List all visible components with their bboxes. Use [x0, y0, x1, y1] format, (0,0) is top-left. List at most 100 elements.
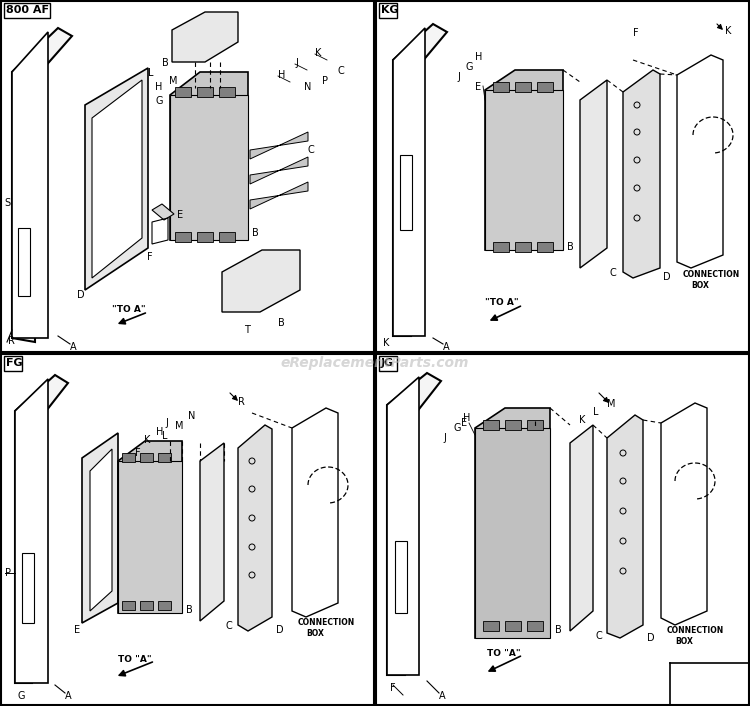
Text: N: N	[304, 82, 311, 92]
Polygon shape	[172, 12, 238, 62]
Text: G: G	[453, 423, 460, 433]
Text: A: A	[439, 691, 446, 701]
Text: CONNECTION: CONNECTION	[683, 270, 740, 279]
Bar	[379, 3, 397, 18]
Text: G: G	[155, 96, 163, 106]
Polygon shape	[12, 28, 72, 342]
Bar	[527, 420, 543, 430]
Text: TO "A": TO "A"	[118, 655, 152, 664]
Bar	[483, 420, 499, 430]
Text: P: P	[322, 76, 328, 86]
Text: L: L	[593, 407, 598, 417]
Polygon shape	[387, 373, 441, 675]
Polygon shape	[118, 441, 182, 613]
Polygon shape	[393, 24, 447, 336]
Polygon shape	[92, 80, 142, 278]
Bar	[18, 228, 30, 296]
Bar	[400, 155, 412, 230]
Text: F: F	[147, 252, 153, 262]
Text: H: H	[463, 413, 470, 423]
Text: C: C	[308, 145, 315, 155]
Text: D: D	[276, 625, 284, 635]
Text: BOX: BOX	[306, 629, 324, 638]
Text: E: E	[177, 210, 183, 220]
Text: eReplacementParts.com: eReplacementParts.com	[280, 356, 470, 370]
Text: F: F	[390, 683, 396, 693]
Text: B: B	[162, 58, 169, 68]
Polygon shape	[200, 443, 224, 621]
Bar	[537, 242, 553, 252]
Bar	[515, 242, 531, 252]
Text: K: K	[144, 435, 150, 445]
Polygon shape	[250, 132, 308, 159]
Text: S: S	[4, 198, 10, 208]
Polygon shape	[387, 377, 419, 675]
Text: J: J	[457, 72, 460, 82]
Text: TO "A": TO "A"	[487, 649, 520, 658]
Text: E: E	[74, 625, 80, 635]
Bar	[175, 87, 191, 97]
Text: D: D	[77, 290, 85, 300]
Text: BOX: BOX	[691, 281, 709, 290]
Text: FG: FG	[6, 358, 22, 368]
Text: L: L	[148, 68, 154, 78]
Text: F: F	[135, 448, 141, 458]
Text: K: K	[725, 26, 731, 36]
Bar	[505, 621, 521, 631]
Text: J: J	[295, 58, 298, 68]
Bar	[493, 242, 509, 252]
Bar	[140, 601, 153, 610]
Text: D: D	[647, 633, 655, 643]
Text: A: A	[443, 342, 450, 352]
Text: C: C	[609, 268, 616, 278]
Text: B: B	[278, 318, 285, 328]
Text: H: H	[155, 82, 162, 92]
Bar	[379, 356, 397, 371]
Text: R: R	[238, 397, 244, 407]
Text: G: G	[465, 62, 472, 72]
Bar	[483, 621, 499, 631]
Text: L: L	[162, 431, 167, 441]
Text: 800 AF: 800 AF	[6, 5, 49, 15]
Polygon shape	[85, 68, 148, 290]
Text: C: C	[338, 66, 345, 76]
Text: P: P	[5, 568, 11, 578]
Bar	[122, 601, 135, 610]
Text: B: B	[555, 625, 562, 635]
Polygon shape	[250, 182, 308, 209]
Text: K: K	[579, 415, 585, 425]
Bar	[140, 453, 153, 462]
Bar	[475, 428, 550, 638]
Bar	[485, 90, 563, 250]
Polygon shape	[90, 449, 112, 611]
Text: D: D	[663, 272, 670, 282]
Bar	[170, 95, 248, 240]
Bar	[219, 87, 235, 97]
Polygon shape	[580, 80, 607, 268]
Polygon shape	[222, 250, 300, 312]
Polygon shape	[250, 157, 308, 184]
Polygon shape	[393, 28, 425, 336]
Text: CONNECTION: CONNECTION	[667, 626, 724, 635]
Text: J: J	[443, 433, 446, 443]
Polygon shape	[15, 379, 48, 683]
Text: B: B	[186, 605, 193, 615]
Text: K: K	[383, 338, 389, 348]
Text: BOX: BOX	[675, 637, 693, 646]
Text: N: N	[188, 411, 195, 421]
Text: "TO A": "TO A"	[485, 298, 519, 307]
Bar	[197, 232, 213, 242]
Polygon shape	[475, 408, 550, 638]
Text: H: H	[475, 52, 482, 62]
Bar	[175, 232, 191, 242]
Bar	[118, 461, 182, 613]
Bar	[537, 82, 553, 92]
Bar	[527, 621, 543, 631]
Bar	[493, 82, 509, 92]
Bar	[197, 87, 213, 97]
Polygon shape	[623, 70, 660, 278]
Text: F: F	[633, 28, 638, 38]
Bar	[219, 232, 235, 242]
Text: KG: KG	[381, 5, 399, 15]
Text: T: T	[244, 325, 250, 335]
